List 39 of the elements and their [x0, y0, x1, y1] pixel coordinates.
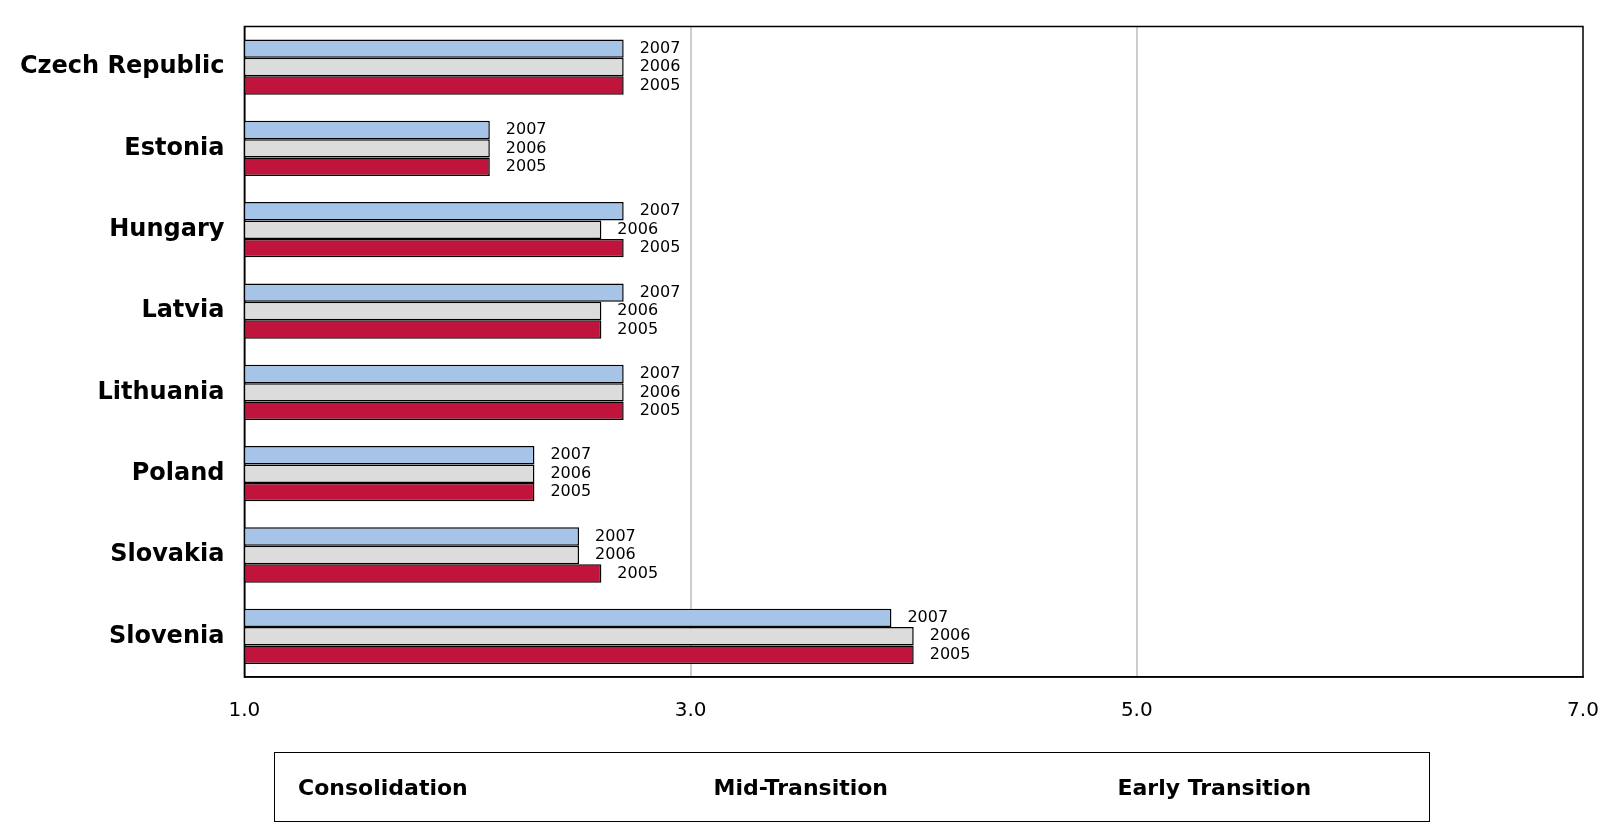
- y-tick-label: Estonia: [124, 132, 225, 161]
- text: 2005: [639, 237, 681, 257]
- y-tick-label: Latvia: [141, 295, 225, 324]
- text: 2005: [617, 562, 659, 582]
- text: Early Transition: [1117, 774, 1312, 800]
- text: 2005: [639, 399, 681, 419]
- text: 2007: [595, 525, 636, 545]
- y-tick-label: Hungary: [109, 213, 225, 242]
- x-tick-label: 5.0: [1120, 697, 1153, 722]
- text: 2006: [639, 381, 681, 401]
- text: 2007: [907, 607, 949, 627]
- y-tick-label: Slovenia: [108, 620, 225, 649]
- text: 2006: [617, 300, 659, 320]
- text: 2005: [617, 318, 659, 338]
- y-tick-label: Poland: [131, 457, 225, 486]
- text: 2005: [929, 643, 971, 663]
- x-tick-label: 3.0: [674, 697, 707, 722]
- text: 2006: [929, 625, 971, 645]
- text: 2006: [595, 544, 636, 564]
- text: 2007: [505, 119, 547, 139]
- series-label: 2006: [639, 56, 681, 76]
- text: 2006: [550, 462, 592, 482]
- text: 2005: [505, 155, 547, 175]
- text: 2006: [505, 137, 547, 157]
- text: 2007: [639, 281, 681, 301]
- text: 2005: [550, 481, 592, 501]
- text: 2007: [639, 363, 681, 383]
- y-tick-label: Czech Republic: [19, 51, 225, 80]
- series-label: 2005: [639, 74, 681, 94]
- text: 2006: [617, 218, 659, 238]
- x-tick-label: 7.0: [1567, 697, 1599, 722]
- text: 2007: [639, 200, 681, 220]
- text: Consolidation: [298, 774, 468, 800]
- y-tick-label: Slovakia: [110, 539, 225, 568]
- y-tick-label: Lithuania: [97, 376, 225, 405]
- text: 2007: [550, 444, 592, 464]
- series-label: 2007: [639, 37, 681, 57]
- x-tick-label: 1.0: [228, 697, 261, 722]
- text: Mid-Transition: [713, 774, 889, 800]
